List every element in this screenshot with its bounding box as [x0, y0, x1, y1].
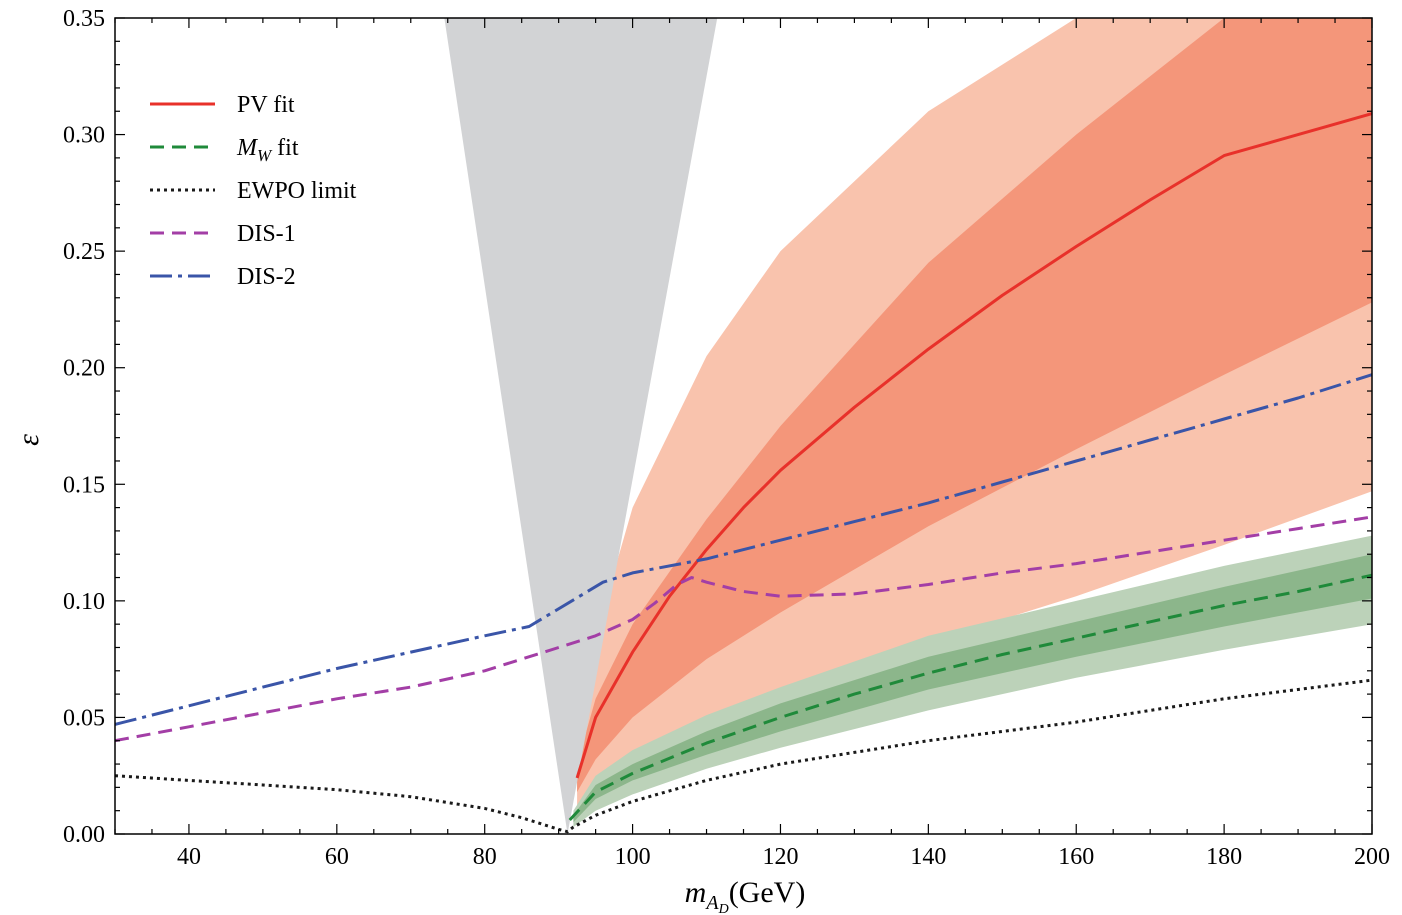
plot-area [115, 18, 1372, 834]
legend-item: DIS-2 [150, 264, 296, 290]
legend-item: DIS-1 [150, 221, 296, 247]
y-tick-label: 0.10 [63, 589, 105, 615]
legend-item: EWPO limit [150, 178, 357, 204]
y-axis-title: ε [12, 434, 45, 446]
tick-labels-layer: 40 60 80 100 120 140 160 180 200 0.00 0.05 0.10 0.15… [63, 6, 1390, 870]
pv-1sigma-band [577, 18, 1372, 792]
series-line-dis-1 [115, 515, 1372, 743]
mw-1sigma-band [573, 554, 1372, 823]
y-tick-label: 0.00 [63, 822, 105, 848]
legend: PV fit MW fit EWPO limit DIS-1 DIS-2 [150, 92, 357, 290]
y-tick-label: 0.05 [63, 705, 105, 731]
x-tick-label: 40 [177, 844, 201, 870]
series-line-pv-fit [575, 112, 1372, 779]
x-tick-label: 140 [910, 844, 946, 870]
y-tick-label: 0.30 [63, 123, 105, 149]
y-tick-label: 0.25 [63, 239, 105, 265]
x-tick-label: 60 [325, 844, 349, 870]
x-tick-label: 180 [1206, 844, 1242, 870]
y-tick-label: 0.20 [63, 356, 105, 382]
x-axis-title: mAD(GeV) [685, 876, 806, 915]
x-tick-label: 80 [473, 844, 497, 870]
series-line-dis-2 [115, 373, 1372, 726]
ticks-layer [114, 17, 1373, 835]
excluded-region-layer [444, 18, 718, 834]
legend-item: MW fit [150, 135, 299, 165]
legend-label: MW fit [236, 135, 299, 165]
legend-item: PV fit [150, 92, 295, 118]
y-tick-label: 0.35 [63, 6, 105, 32]
x-tick-label: 160 [1058, 844, 1094, 870]
legend-label: PV fit [237, 92, 295, 118]
x-tick-label: 120 [762, 844, 798, 870]
lines-layer [115, 112, 1372, 834]
legend-label: DIS-2 [237, 264, 296, 290]
legend-label: DIS-1 [237, 221, 296, 247]
x-tick-label: 100 [615, 844, 651, 870]
x-tick-label: 200 [1354, 844, 1390, 870]
y-tick-label: 0.15 [63, 472, 105, 498]
bands-layer [573, 18, 1372, 827]
legend-label: EWPO limit [237, 178, 357, 204]
excluded-region [444, 18, 718, 834]
series-line-ewpo-limit [115, 678, 1372, 834]
series-line-m-w-fit [568, 573, 1372, 822]
